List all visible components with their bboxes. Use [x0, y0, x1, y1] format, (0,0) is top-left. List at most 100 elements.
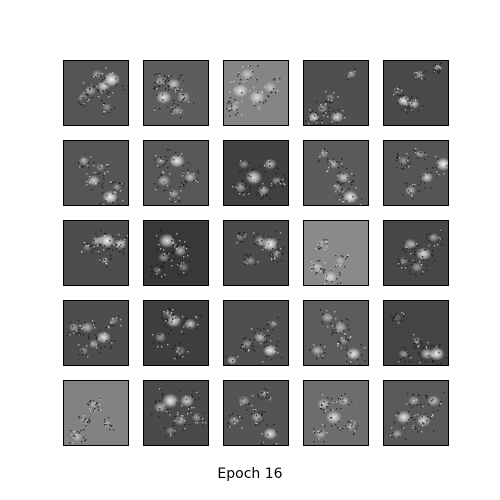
pixel-artifact: [159, 86, 161, 88]
pixel-artifact: [424, 187, 426, 189]
pixel-artifact: [399, 97, 401, 99]
pixel-artifact: [408, 157, 410, 159]
pixel-artifact: [401, 320, 403, 322]
pixel-artifact: [179, 353, 181, 355]
pixel-artifact: [110, 258, 112, 260]
pixel-artifact: [318, 119, 320, 121]
pixel-artifact: [200, 417, 202, 419]
pixel-artifact: [408, 419, 410, 421]
pixel-artifact: [167, 320, 169, 322]
pixel-artifact: [97, 245, 99, 247]
pixel-artifact: [84, 419, 86, 421]
sample-image-r3-c5: [383, 220, 449, 286]
pixel-artifact: [316, 120, 318, 122]
pixel-artifact: [406, 104, 408, 106]
pixel-artifact: [167, 310, 169, 312]
pixel-artifact: [89, 89, 91, 91]
pixel-artifact: [416, 346, 418, 348]
sample-pixels: [153, 73, 195, 119]
pixel-artifact: [177, 104, 179, 106]
pixel-artifact: [80, 104, 82, 106]
pixel-artifact: [110, 348, 112, 350]
pixel-artifact: [335, 191, 337, 193]
pixel-artifact: [392, 320, 394, 322]
pixel-artifact: [280, 180, 282, 182]
pixel-artifact: [415, 342, 417, 344]
pixel-artifact: [326, 245, 328, 247]
pixel-artifact: [340, 264, 342, 266]
pixel-artifact: [257, 414, 259, 416]
pixel-artifact: [394, 422, 396, 424]
pixel-artifact: [109, 259, 111, 261]
pixel-artifact: [162, 393, 164, 395]
pixel-artifact: [345, 334, 347, 336]
pixel-artifact: [259, 333, 261, 335]
pixel-artifact: [162, 397, 164, 399]
pixel-artifact: [182, 262, 184, 264]
pixel-artifact: [249, 186, 251, 188]
pixel-artifact: [264, 392, 266, 394]
pixel-artifact: [435, 70, 437, 72]
pixel-artifact: [101, 92, 103, 94]
pixel-artifact: [229, 115, 231, 117]
pixel-artifact: [93, 173, 95, 175]
pixel-artifact: [189, 424, 191, 426]
pixel-artifact: [438, 352, 440, 354]
pixel-artifact: [97, 89, 99, 91]
sample-image-r3-c2: [143, 220, 209, 286]
pixel-artifact: [398, 361, 400, 363]
pixel-artifact: [263, 102, 265, 104]
bright-blob: [428, 233, 439, 242]
pixel-artifact: [159, 81, 161, 83]
pixel-artifact: [179, 343, 181, 345]
pixel-artifact: [347, 324, 349, 326]
pixel-artifact: [163, 249, 165, 251]
pixel-artifact: [326, 171, 328, 173]
pixel-artifact: [432, 399, 434, 401]
pixel-artifact: [197, 324, 199, 326]
pixel-artifact: [155, 272, 157, 274]
pixel-artifact: [318, 355, 320, 357]
pixel-artifact: [155, 189, 157, 191]
pixel-artifact: [261, 240, 263, 242]
pixel-artifact: [414, 415, 416, 417]
pixel-artifact: [159, 108, 161, 110]
pixel-artifact: [436, 364, 438, 365]
pixel-artifact: [401, 267, 403, 269]
pixel-artifact: [423, 416, 425, 418]
pixel-artifact: [308, 118, 310, 120]
pixel-artifact: [89, 246, 91, 248]
pixel-artifact: [107, 166, 109, 168]
pixel-artifact: [123, 241, 125, 243]
pixel-artifact: [90, 245, 92, 247]
pixel-artifact: [329, 160, 331, 162]
pixel-artifact: [95, 183, 97, 185]
pixel-artifact: [364, 347, 366, 349]
pixel-artifact: [316, 101, 318, 103]
pixel-artifact: [426, 270, 428, 272]
pixel-artifact: [93, 76, 95, 78]
pixel-artifact: [263, 420, 265, 422]
pixel-artifact: [232, 360, 234, 362]
pixel-artifact: [95, 76, 97, 78]
pixel-artifact: [394, 317, 396, 319]
pixel-artifact: [167, 76, 169, 78]
pixel-artifact: [421, 78, 423, 80]
pixel-artifact: [340, 114, 342, 116]
pixel-artifact: [340, 282, 342, 284]
pixel-artifact: [414, 184, 416, 186]
pixel-artifact: [189, 261, 191, 263]
pixel-artifact: [337, 283, 339, 285]
pixel-artifact: [324, 262, 326, 264]
pixel-artifact: [325, 410, 327, 412]
pixel-artifact: [322, 108, 324, 110]
bright-blob: [84, 85, 97, 96]
pixel-artifact: [173, 100, 175, 102]
pixel-artifact: [182, 316, 184, 318]
pixel-artifact: [270, 255, 272, 257]
pixel-artifact: [122, 185, 124, 187]
pixel-artifact: [162, 181, 164, 183]
pixel-artifact: [421, 264, 423, 266]
pixel-artifact: [101, 73, 103, 75]
pixel-artifact: [256, 415, 258, 417]
